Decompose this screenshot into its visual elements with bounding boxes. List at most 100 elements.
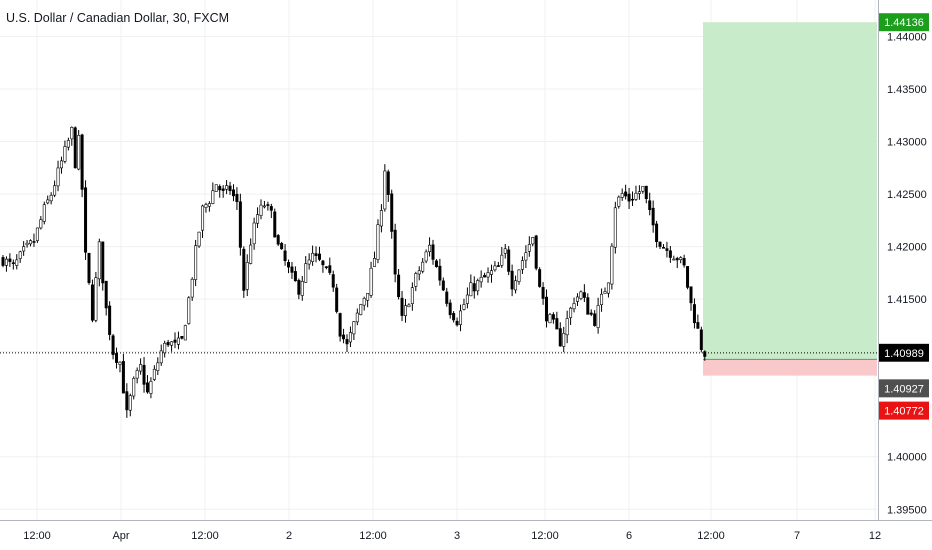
candle-body xyxy=(531,237,535,245)
candle-body xyxy=(421,261,425,272)
candle-body xyxy=(245,262,249,290)
candle-body xyxy=(342,334,346,340)
candle-body xyxy=(434,260,438,268)
candle-body xyxy=(53,185,57,196)
stop-price-tag: 1.40772 xyxy=(884,406,924,418)
candle-body xyxy=(548,314,552,324)
candle-body xyxy=(317,253,321,260)
position-zones xyxy=(703,22,877,376)
candle-body xyxy=(108,305,112,335)
candle-body xyxy=(304,263,308,283)
candle-body xyxy=(8,258,12,262)
candle-body xyxy=(524,252,528,261)
candle-body xyxy=(269,206,273,211)
candle-body xyxy=(115,353,119,363)
candle-body xyxy=(166,342,170,346)
candle-body xyxy=(472,283,476,292)
candle-body xyxy=(424,251,428,262)
candle-body xyxy=(672,258,676,261)
candle-body xyxy=(438,265,442,281)
candle-body xyxy=(297,280,301,295)
candle-body xyxy=(324,266,328,269)
last-price-tag-bg xyxy=(879,343,929,362)
candle-body xyxy=(675,258,679,261)
x-tick-label: 12 xyxy=(869,530,881,542)
candle-body xyxy=(228,185,232,192)
candle-body xyxy=(56,167,60,187)
candle-series xyxy=(1,126,707,418)
candle-body xyxy=(73,127,77,169)
candle-body xyxy=(121,361,125,394)
candle-body xyxy=(596,305,600,328)
candle-body xyxy=(479,276,483,283)
candle-body xyxy=(379,210,383,227)
candle-body xyxy=(445,291,449,304)
candle-body xyxy=(276,235,280,245)
candle-body xyxy=(66,140,70,148)
candle-body xyxy=(231,189,235,197)
candle-body xyxy=(634,192,638,200)
candle-body xyxy=(655,223,659,243)
target-price-tag: 1.44136 xyxy=(884,17,924,29)
candle-body xyxy=(311,252,315,262)
candle-body xyxy=(22,246,26,252)
candle-body xyxy=(80,134,84,190)
candle-body xyxy=(201,205,205,231)
y-tick-label: 1.44000 xyxy=(887,32,927,44)
candle-body xyxy=(156,362,160,371)
candle-body xyxy=(345,339,349,345)
candle-body xyxy=(35,227,39,241)
candle-body xyxy=(668,250,672,258)
candle-body xyxy=(197,231,201,247)
candle-body xyxy=(211,190,215,204)
candle-body xyxy=(627,193,631,202)
profit-zone xyxy=(703,22,877,360)
candle-body xyxy=(469,282,473,297)
candle-body xyxy=(417,270,421,275)
x-tick-label: 12:00 xyxy=(23,530,51,542)
candle-body xyxy=(541,287,545,299)
candle-body xyxy=(70,127,74,140)
candle-body xyxy=(661,247,665,249)
stop-price-tag-bg xyxy=(879,401,929,420)
candle-body xyxy=(390,193,394,232)
y-tick-label: 1.43500 xyxy=(887,84,927,96)
candle-body xyxy=(369,267,373,296)
candle-body xyxy=(414,273,418,287)
candle-body xyxy=(483,275,487,278)
candle-body xyxy=(503,248,507,254)
candle-body xyxy=(173,339,177,343)
candle-body xyxy=(682,258,686,266)
countdown-tag: 03:06 xyxy=(890,366,918,378)
candle-body xyxy=(386,171,390,195)
candle-body xyxy=(42,204,46,222)
candle-body xyxy=(170,341,174,346)
candle-body xyxy=(139,364,143,372)
y-tick-label: 1.42000 xyxy=(887,242,927,254)
candle-body xyxy=(393,229,397,275)
candle-body xyxy=(565,318,569,336)
candle-body xyxy=(403,305,407,317)
entry-price-tag-bg xyxy=(879,379,929,398)
candle-body xyxy=(135,370,139,379)
candle-body xyxy=(59,160,63,169)
candle-body xyxy=(111,335,115,355)
candle-body xyxy=(397,274,401,298)
candle-body xyxy=(104,280,108,309)
candle-body xyxy=(84,187,88,253)
candle-body xyxy=(335,287,339,312)
candle-body xyxy=(696,322,700,329)
candle-body xyxy=(555,318,559,330)
candle-body xyxy=(187,297,191,324)
y-tick-label: 1.39500 xyxy=(887,504,927,516)
candle-body xyxy=(496,265,500,267)
candle-body xyxy=(606,282,610,294)
candle-body xyxy=(686,266,690,288)
candle-body xyxy=(221,188,225,191)
price-tags: 1.44136 1.40989 03:06 1.40927 1.40772 xyxy=(879,13,929,420)
candle-body xyxy=(462,304,466,310)
candle-body xyxy=(176,337,180,345)
candle-body xyxy=(87,252,91,284)
candle-body xyxy=(152,368,156,380)
